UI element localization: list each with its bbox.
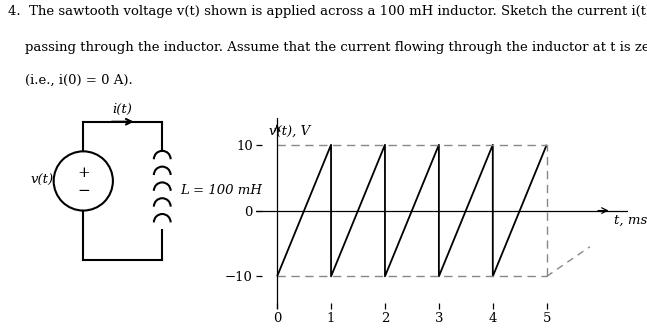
Text: (i.e., i(0) = 0 A).: (i.e., i(0) = 0 A).: [8, 74, 133, 87]
Text: t, ms: t, ms: [614, 214, 647, 227]
Text: L = 100 mH: L = 100 mH: [180, 184, 262, 197]
Text: v(t): v(t): [30, 174, 54, 188]
Text: −: −: [77, 184, 90, 198]
Text: v(t), V: v(t), V: [269, 125, 311, 138]
Text: +: +: [77, 166, 90, 180]
Text: 4.  The sawtooth voltage v(t) shown is applied across a 100 mH inductor. Sketch : 4. The sawtooth voltage v(t) shown is ap…: [8, 5, 647, 18]
Text: i(t): i(t): [113, 103, 133, 116]
Text: passing through the inductor. Assume that the current flowing through the induct: passing through the inductor. Assume tha…: [8, 41, 647, 54]
